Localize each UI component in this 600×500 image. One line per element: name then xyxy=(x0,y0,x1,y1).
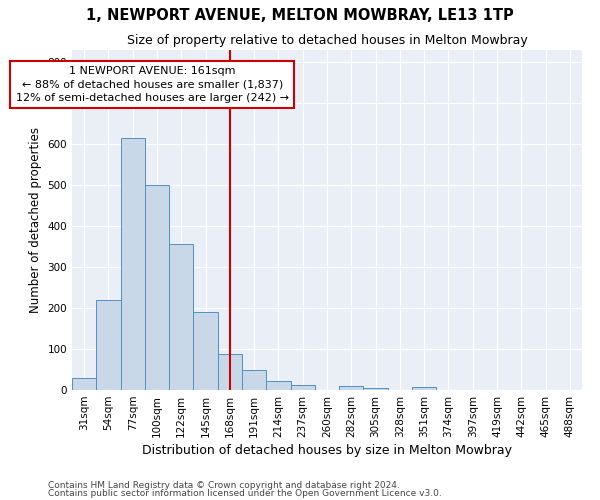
Bar xyxy=(242,370,266,390)
Text: 1, NEWPORT AVENUE, MELTON MOWBRAY, LE13 1TP: 1, NEWPORT AVENUE, MELTON MOWBRAY, LE13 … xyxy=(86,8,514,22)
Bar xyxy=(364,388,388,390)
Bar xyxy=(412,387,436,390)
Bar xyxy=(121,138,145,390)
Bar xyxy=(339,386,364,390)
Bar xyxy=(193,312,218,390)
Text: Contains HM Land Registry data © Crown copyright and database right 2024.: Contains HM Land Registry data © Crown c… xyxy=(48,480,400,490)
Text: Contains public sector information licensed under the Open Government Licence v3: Contains public sector information licen… xyxy=(48,489,442,498)
Bar xyxy=(145,185,169,390)
Y-axis label: Number of detached properties: Number of detached properties xyxy=(29,127,42,313)
Bar xyxy=(96,300,121,390)
Bar xyxy=(169,244,193,390)
Title: Size of property relative to detached houses in Melton Mowbray: Size of property relative to detached ho… xyxy=(127,34,527,48)
Bar xyxy=(266,381,290,390)
Bar xyxy=(218,354,242,390)
Text: 1 NEWPORT AVENUE: 161sqm
← 88% of detached houses are smaller (1,837)
12% of sem: 1 NEWPORT AVENUE: 161sqm ← 88% of detach… xyxy=(16,66,289,103)
Bar xyxy=(72,378,96,390)
Bar xyxy=(290,384,315,390)
X-axis label: Distribution of detached houses by size in Melton Mowbray: Distribution of detached houses by size … xyxy=(142,444,512,457)
